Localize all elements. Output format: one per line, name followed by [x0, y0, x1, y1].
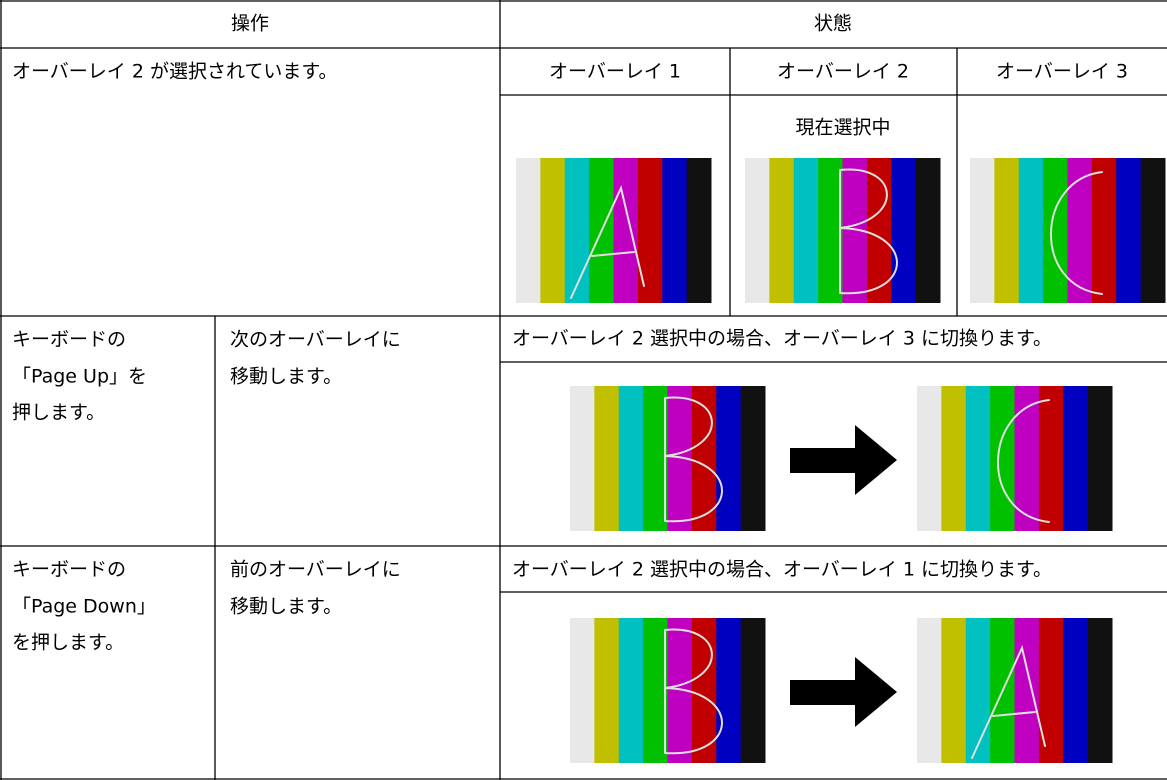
- color-bar: [917, 386, 942, 531]
- color-bar-image: [745, 158, 941, 303]
- action-text: 移動します。: [230, 366, 342, 388]
- color-bar: [740, 386, 766, 531]
- state-text: オーバーレイ 2 選択中の場合、オーバーレイ 3 に切換ります。: [512, 328, 1052, 350]
- overlay-label: オーバーレイ 1: [549, 61, 681, 83]
- color-bar: [1018, 158, 1044, 303]
- color-bar: [716, 386, 742, 531]
- color-bar: [1014, 618, 1040, 763]
- handwritten-letter: [971, 644, 1046, 759]
- color-bar: [866, 158, 892, 303]
- key-text: 「Page Down」: [12, 596, 156, 618]
- color-bar: [970, 158, 995, 303]
- color-bar-image: [570, 386, 766, 531]
- color-bar: [793, 158, 819, 303]
- overlay-label: オーバーレイ 3: [996, 61, 1128, 83]
- color-bar: [691, 386, 717, 531]
- color-bar: [1087, 386, 1113, 531]
- overlay-label: オーバーレイ 2: [777, 61, 909, 83]
- color-bar: [643, 386, 668, 531]
- selected-note: 現在選択中: [795, 117, 890, 139]
- color-bar: [941, 618, 967, 763]
- color-bar: [965, 386, 991, 531]
- action-text: 移動します。: [230, 596, 342, 618]
- color-bar: [994, 158, 1020, 303]
- color-bar-image: [917, 618, 1113, 763]
- color-bar: [818, 158, 843, 303]
- handwritten-letter: [1050, 171, 1103, 295]
- color-bar: [618, 618, 644, 763]
- header-cell: 操作: [231, 13, 269, 35]
- header-cell: 状態: [814, 13, 852, 35]
- handwritten-letter: [664, 628, 723, 755]
- color-bar: [564, 158, 590, 303]
- key-text: キーボードの: [12, 559, 126, 581]
- color-bar: [1067, 158, 1093, 303]
- color-bar: [594, 618, 620, 763]
- color-bar: [516, 158, 541, 303]
- color-bar: [613, 158, 639, 303]
- color-bar-image: [970, 158, 1166, 303]
- arrow: [790, 425, 897, 495]
- color-bar: [637, 158, 663, 303]
- color-bar-image: [516, 158, 712, 303]
- color-bar: [915, 158, 941, 303]
- color-bar: [570, 386, 595, 531]
- key-text: キーボードの: [12, 329, 126, 351]
- handwritten-letter: [664, 396, 723, 523]
- color-bar: [1063, 386, 1089, 531]
- key-text: 「Page Up」を: [12, 366, 147, 388]
- key-text: 押します。: [12, 402, 105, 424]
- color-bar: [891, 158, 917, 303]
- handwritten-letter: [839, 168, 898, 295]
- color-bar: [1063, 618, 1089, 763]
- color-bar: [1116, 158, 1142, 303]
- action-text: 次のオーバーレイに: [230, 329, 401, 351]
- color-bar: [1038, 386, 1064, 531]
- color-bar: [1038, 618, 1064, 763]
- color-bar-image: [917, 386, 1113, 531]
- color-bar: [662, 158, 688, 303]
- color-bar: [1087, 618, 1113, 763]
- color-bar: [686, 158, 712, 303]
- color-bar: [540, 158, 566, 303]
- color-bar: [691, 618, 717, 763]
- key-text: を押します。: [12, 632, 124, 654]
- color-bar: [1014, 386, 1040, 531]
- color-bar: [594, 386, 620, 531]
- color-bar: [917, 618, 942, 763]
- handwritten-letter: [570, 184, 645, 299]
- color-bar: [643, 618, 668, 763]
- color-bar: [965, 618, 991, 763]
- action-text: 前のオーバーレイに: [230, 559, 401, 581]
- color-bar: [1043, 158, 1068, 303]
- color-bar: [570, 618, 595, 763]
- color-bar: [769, 158, 795, 303]
- operation-text: オーバーレイ 2 が選択されています。: [12, 61, 338, 83]
- color-bar: [1091, 158, 1117, 303]
- color-bar: [941, 386, 967, 531]
- color-bar: [1140, 158, 1166, 303]
- color-bar: [716, 618, 742, 763]
- color-bar: [618, 386, 644, 531]
- color-bar: [990, 386, 1015, 531]
- color-bar: [745, 158, 770, 303]
- state-text: オーバーレイ 2 選択中の場合、オーバーレイ 1 に切換ります。: [512, 559, 1052, 581]
- color-bar: [740, 618, 766, 763]
- handwritten-letter: [997, 399, 1050, 523]
- color-bar-image: [570, 618, 766, 763]
- arrow: [790, 657, 897, 727]
